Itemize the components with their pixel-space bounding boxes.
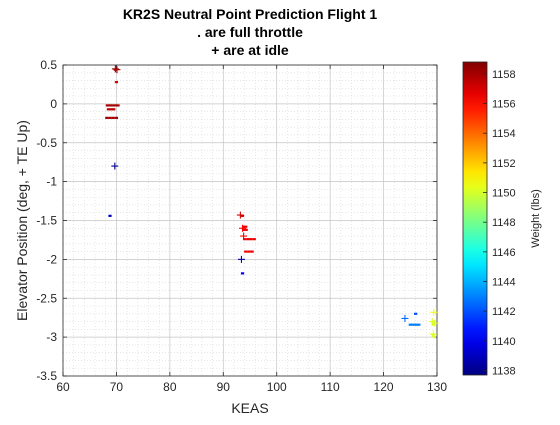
colorbar-tick-label: 1140 bbox=[492, 336, 516, 348]
dot-marker-full-throttle bbox=[431, 323, 435, 326]
dot-marker-full-throttle bbox=[249, 238, 253, 241]
dot-marker-full-throttle bbox=[432, 336, 436, 339]
dot-marker-full-throttle bbox=[240, 272, 245, 275]
dot-marker-full-throttle bbox=[114, 81, 119, 84]
colorbar-tick-label: 1138 bbox=[492, 366, 516, 378]
dot-marker-full-throttle bbox=[108, 214, 112, 217]
y-tick-label: -2 bbox=[46, 252, 57, 266]
colorbar-label: Weight (lbs) bbox=[530, 189, 542, 247]
x-tick-label: 100 bbox=[267, 380, 287, 394]
plus-marker-idle bbox=[111, 65, 119, 73]
dot-marker-full-throttle bbox=[244, 250, 248, 253]
plus-marker-idle bbox=[239, 224, 247, 232]
dot-marker-full-throttle bbox=[415, 323, 419, 326]
dot-marker-full-throttle bbox=[408, 323, 412, 326]
plus-marker-idle bbox=[236, 211, 244, 219]
plus-marker-idle bbox=[431, 319, 439, 327]
x-tick-label: 60 bbox=[56, 380, 70, 394]
y-axis-label: Elevator Position (deg, + TE Up) bbox=[14, 120, 30, 321]
plus-marker-idle bbox=[113, 66, 121, 74]
chart-title-line-1: KR2S Neutral Point Prediction Flight 1 bbox=[123, 6, 378, 22]
dot-marker-full-throttle bbox=[246, 238, 250, 241]
dot-marker-full-throttle bbox=[106, 108, 111, 111]
x-tick-label: 110 bbox=[321, 380, 340, 394]
colorbar-tick-label: 1146 bbox=[492, 247, 516, 259]
dot-marker-full-throttle bbox=[417, 323, 421, 326]
dot-marker-full-throttle bbox=[252, 238, 256, 241]
x-axis-label: KEAS bbox=[231, 400, 268, 416]
dot-marker-full-throttle bbox=[111, 104, 115, 107]
dot-marker-full-throttle bbox=[250, 250, 254, 253]
x-tick-label: 130 bbox=[427, 380, 447, 394]
data-points bbox=[105, 65, 439, 339]
colorbar-tick-label: 1152 bbox=[492, 158, 516, 170]
dot-marker-full-throttle bbox=[414, 312, 418, 315]
y-tick-label: -3 bbox=[46, 330, 57, 344]
colorbar-tick-label: 1148 bbox=[492, 217, 516, 229]
chart-title-line-2: . are full throttle bbox=[197, 24, 303, 40]
dot-marker-full-throttle bbox=[105, 104, 109, 107]
chart-title-line-3: + are at idle bbox=[211, 42, 289, 58]
dot-marker-full-throttle bbox=[244, 225, 248, 228]
y-tick-label: 0 bbox=[50, 97, 57, 111]
colorbar-tick-label: 1144 bbox=[492, 277, 516, 289]
colorbar-tick-label: 1150 bbox=[492, 188, 516, 200]
dot-marker-full-throttle bbox=[412, 323, 417, 326]
axes: 60 70 80 90 100 110 120 130 0.5 0 -0.5 -1 -1.5 -2 -2.5… bbox=[14, 58, 447, 416]
dot-marker-full-throttle bbox=[241, 228, 246, 231]
dot-marker-full-throttle bbox=[111, 116, 115, 119]
dot-marker-full-throttle bbox=[112, 108, 116, 111]
y-tick-label: -1 bbox=[46, 175, 57, 189]
colorbar-tick-label: 1156 bbox=[492, 99, 516, 111]
dot-marker-full-throttle bbox=[105, 116, 109, 119]
dot-marker-full-throttle bbox=[240, 214, 245, 217]
colorbar-tick-label: 1154 bbox=[492, 128, 516, 140]
y-tick-label: -3.5 bbox=[36, 369, 57, 383]
colorbar: 1138 1140 1142 1144 1146 1148 1150 1152 1154 1156… bbox=[462, 61, 542, 378]
grid bbox=[63, 65, 437, 376]
plus-marker-idle bbox=[401, 314, 409, 322]
colorbar-gradient bbox=[462, 61, 488, 376]
dot-marker-full-throttle bbox=[116, 104, 120, 107]
y-tick-label: -0.5 bbox=[36, 136, 57, 150]
plus-marker-idle bbox=[111, 162, 119, 170]
dot-marker-full-throttle bbox=[243, 238, 247, 241]
plus-marker-idle bbox=[430, 308, 438, 316]
dot-marker-full-throttle bbox=[108, 116, 112, 119]
plus-marker-idle bbox=[240, 232, 248, 240]
x-tick-label: 90 bbox=[217, 380, 231, 394]
plus-marker-idle bbox=[429, 330, 437, 338]
dot-marker-full-throttle bbox=[109, 108, 113, 111]
dot-marker-full-throttle bbox=[108, 104, 112, 107]
y-tick-label: 0.5 bbox=[40, 58, 57, 72]
dot-marker-full-throttle bbox=[114, 116, 119, 119]
dot-marker-full-throttle bbox=[410, 323, 415, 326]
dot-marker-full-throttle bbox=[241, 225, 246, 228]
x-tick-label: 120 bbox=[374, 380, 394, 394]
chart-title: KR2S Neutral Point Prediction Flight 1 . … bbox=[123, 6, 378, 58]
y-tick-label: -1.5 bbox=[36, 214, 57, 228]
x-tick-label: 70 bbox=[110, 380, 124, 394]
dot-marker-full-throttle bbox=[113, 104, 117, 107]
colorbar-tick-label: 1142 bbox=[492, 306, 516, 318]
y-tick-label: -2.5 bbox=[36, 291, 57, 305]
colorbar-tick-label: 1158 bbox=[492, 69, 516, 81]
x-tick-label: 80 bbox=[163, 380, 177, 394]
plus-marker-idle bbox=[237, 255, 245, 263]
dot-marker-full-throttle bbox=[244, 228, 248, 231]
dot-marker-full-throttle bbox=[247, 250, 251, 253]
